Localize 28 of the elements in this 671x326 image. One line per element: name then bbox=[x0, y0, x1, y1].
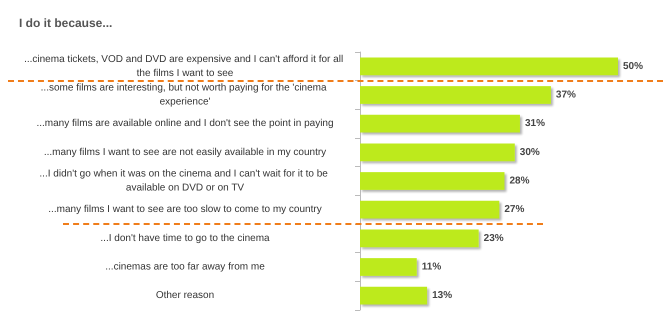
bar bbox=[360, 114, 520, 133]
y-tick-label: ...many films I want to see are not easily available in my country bbox=[44, 146, 326, 158]
y-tick-label: ...I didn't go when it was on the cinema and I can't wait for it to be available on DVD or on TV bbox=[39, 168, 331, 194]
data-label: 28% bbox=[509, 176, 530, 186]
y-tick-label: ...cinemas are too far away from me bbox=[105, 262, 266, 272]
y-tick-label: Other reason bbox=[156, 290, 214, 302]
data-label: 30% bbox=[520, 146, 540, 158]
bar bbox=[360, 172, 504, 190]
y-tick-label: ...many films I want to see are too slow to come to my country bbox=[48, 204, 322, 216]
data-label: 50% bbox=[623, 60, 644, 72]
bar bbox=[360, 229, 479, 248]
bar bbox=[360, 57, 618, 76]
data-label: 13% bbox=[432, 290, 452, 302]
data-label: 27% bbox=[504, 204, 524, 216]
y-tick-label: ...many films are available online and I don't see the point in paying bbox=[36, 118, 334, 130]
bar bbox=[360, 258, 417, 276]
data-label: 11% bbox=[422, 262, 442, 272]
text: I do it because... bbox=[19, 16, 112, 30]
bar bbox=[360, 286, 428, 305]
y-tick-label: ...some films are interesting, but not worth paying for the 'cinema experience' bbox=[40, 82, 330, 108]
y-tick-label: ...cinema tickets, VOD and DVD are expensive and I can't afford it for all the films I want to see bbox=[24, 54, 346, 79]
bar bbox=[360, 143, 515, 162]
bar bbox=[360, 86, 551, 104]
bar bbox=[360, 200, 500, 219]
y-tick-label: ...I don't have time to go to the cinema bbox=[100, 232, 270, 244]
data-label: 37% bbox=[556, 90, 576, 100]
data-label: 23% bbox=[484, 232, 504, 244]
data-label: 31% bbox=[524, 118, 546, 130]
